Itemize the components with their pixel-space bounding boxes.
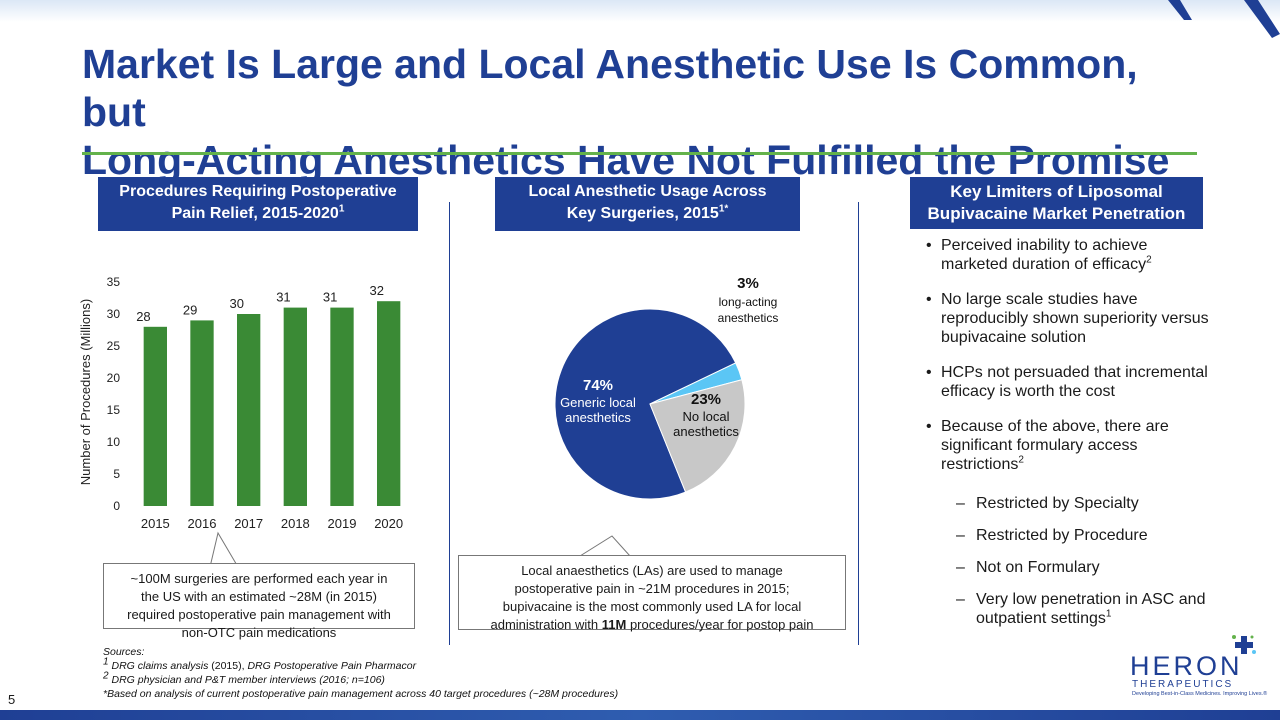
y-tick-label: 25 bbox=[107, 339, 121, 353]
bullet-formulary: Because of the above, there are signific… bbox=[926, 417, 1216, 474]
divider-right bbox=[858, 202, 859, 645]
pie-label-longacting-1: long-acting bbox=[719, 295, 778, 309]
y-tick-label: 10 bbox=[107, 435, 121, 449]
la-usage-callout-line1: Local anaesthetics (LAs) are used to man… bbox=[521, 563, 783, 578]
procedures-header: Procedures Requiring Postoperative Pain … bbox=[98, 177, 418, 231]
pie-label-generic-2: anesthetics bbox=[565, 410, 631, 425]
bar-value-label: 31 bbox=[323, 290, 337, 305]
title-line-1: Market Is Large and Local Anesthetic Use… bbox=[82, 41, 1138, 135]
procedures-callout-line4: non-OTC pain medications bbox=[181, 625, 337, 640]
la-usage-callout: Local anaesthetics (LAs) are used to man… bbox=[458, 555, 846, 632]
la-usage-callout-line2: postoperative pain in ~21M procedures in… bbox=[514, 581, 790, 596]
procedures-callout-line3: required postoperative pain management w… bbox=[127, 607, 391, 622]
bar-2019 bbox=[330, 307, 354, 506]
logo-mark-icon bbox=[1232, 635, 1256, 654]
x-tick-label: 2020 bbox=[374, 516, 403, 531]
x-tick-label: 2018 bbox=[281, 516, 310, 531]
bullet-hcps: HCPs not persuaded that incremental effi… bbox=[926, 363, 1216, 401]
source-3: *Based on analysis of current postoperat… bbox=[103, 688, 619, 700]
pie-slice-74 bbox=[554, 308, 737, 500]
sources-footnotes: Sources: 1 DRG claims analysis (2015), D… bbox=[103, 645, 618, 701]
la-usage-header-line2: Key Surgeries, 20151* bbox=[566, 203, 729, 222]
bar-2015 bbox=[143, 326, 167, 506]
callout-pointer-left bbox=[209, 531, 239, 568]
title-line-2: Long-Acting Anesthetics Have Not Fulfill… bbox=[82, 137, 1170, 183]
y-tick-label: 0 bbox=[113, 499, 120, 513]
procedures-header-line2: Pain Relief, 2015-20201 bbox=[171, 203, 345, 222]
pie-label-nolocal-pct: 23% bbox=[691, 391, 721, 408]
title-rule bbox=[82, 152, 1197, 155]
bar-value-label: 32 bbox=[370, 283, 384, 298]
pie-slice-23 bbox=[649, 379, 746, 493]
la-usage-header-line1: Local Anesthetic Usage Across bbox=[528, 183, 767, 200]
x-tick-label: 2017 bbox=[234, 516, 263, 531]
y-tick-label: 30 bbox=[107, 307, 121, 321]
bar-2017 bbox=[237, 314, 261, 506]
procedures-header-line1: Procedures Requiring Postoperative bbox=[119, 183, 397, 200]
top-gradient-band bbox=[0, 0, 1280, 22]
source-2: 2 DRG physician and P&T member interview… bbox=[103, 670, 385, 686]
y-tick-label: 15 bbox=[107, 403, 121, 417]
procedures-callout-line2: the US with an estimated ~28M (in 2015) bbox=[141, 589, 377, 604]
limiters-header-line1: Key Limiters of Liposomal bbox=[950, 182, 1163, 201]
source-1: 1 DRG claims analysis (2015), DRG Postop… bbox=[103, 656, 417, 672]
pie-label-nolocal-1: No local bbox=[683, 409, 730, 424]
sub-bullet-formulary: – Not on Formulary bbox=[956, 559, 1100, 576]
slide-title: Market Is Large and Local Anesthetic Use… bbox=[82, 40, 1182, 184]
y-tick-label: 5 bbox=[113, 467, 120, 481]
limiters-list: Perceived inability to achieve marketed … bbox=[926, 236, 1216, 641]
procedures-callout: ~100M surgeries are performed each year … bbox=[103, 563, 415, 640]
bullet-studies: No large scale studies have reproducibly… bbox=[926, 290, 1216, 347]
bar-2016 bbox=[190, 320, 214, 506]
heron-logo: HERON THERAPEUTICS Developing Best-in-Cl… bbox=[1120, 628, 1267, 700]
bar-value-label: 29 bbox=[183, 302, 197, 317]
y-tick-label: 35 bbox=[107, 275, 121, 289]
sources-heading: Sources: bbox=[103, 646, 145, 658]
callout-pointer-right bbox=[579, 535, 631, 557]
sub-bullet-asc: – Very low penetration in ASC and outpati… bbox=[956, 591, 1206, 627]
bar-value-label: 30 bbox=[230, 296, 244, 311]
divider-left bbox=[449, 202, 450, 645]
la-usage-callout-line4: administration with 11M procedures/year … bbox=[490, 617, 814, 632]
bar-2018 bbox=[283, 307, 307, 506]
logo-tagline: Developing Best-in-Class Medicines. Impr… bbox=[1132, 691, 1268, 697]
pie-label-nolocal-2: anesthetics bbox=[673, 424, 739, 439]
bullet-efficacy: Perceived inability to achieve marketed … bbox=[926, 236, 1216, 274]
limiters-header: Key Limiters of Liposomal Bupivacaine Ma… bbox=[910, 177, 1203, 229]
la-usage-header: Local Anesthetic Usage Across Key Surger… bbox=[495, 177, 800, 231]
limiters-header-line2: Bupivacaine Market Penetration bbox=[927, 204, 1186, 223]
bottom-bar bbox=[0, 710, 1280, 720]
bar-value-label: 31 bbox=[276, 290, 290, 305]
sub-bullet-specialty: – Restricted by Specialty bbox=[956, 495, 1139, 512]
x-tick-label: 2015 bbox=[141, 516, 170, 531]
procedures-callout-line1: ~100M surgeries are performed each year … bbox=[130, 571, 388, 586]
pie-label-longacting-2: anesthetics bbox=[718, 311, 779, 325]
la-usage-callout-line3: bupivacaine is the most commonly used LA… bbox=[502, 599, 802, 614]
corner-decoration bbox=[1168, 0, 1280, 38]
logo-name: HERON bbox=[1130, 651, 1243, 681]
x-tick-label: 2019 bbox=[328, 516, 357, 531]
bar-value-label: 28 bbox=[136, 309, 150, 324]
pie-label-generic-1: Generic local bbox=[560, 395, 636, 410]
procedures-bar-chart: Number of Procedures (Millions) 0 5 10 15 20… bbox=[78, 275, 403, 531]
pie-label-generic-pct: 74% bbox=[583, 377, 613, 394]
sub-bullet-procedure: – Restricted by Procedure bbox=[956, 527, 1148, 544]
bar-chart-y-axis-label: Number of Procedures (Millions) bbox=[78, 299, 93, 485]
pie-label-longacting-pct: 3% bbox=[737, 275, 759, 292]
bar-2020 bbox=[377, 301, 401, 506]
page-number: 5 bbox=[8, 692, 16, 707]
logo-subtitle: THERAPEUTICS bbox=[1132, 679, 1234, 690]
x-tick-label: 2016 bbox=[188, 516, 217, 531]
y-tick-label: 20 bbox=[107, 371, 121, 385]
